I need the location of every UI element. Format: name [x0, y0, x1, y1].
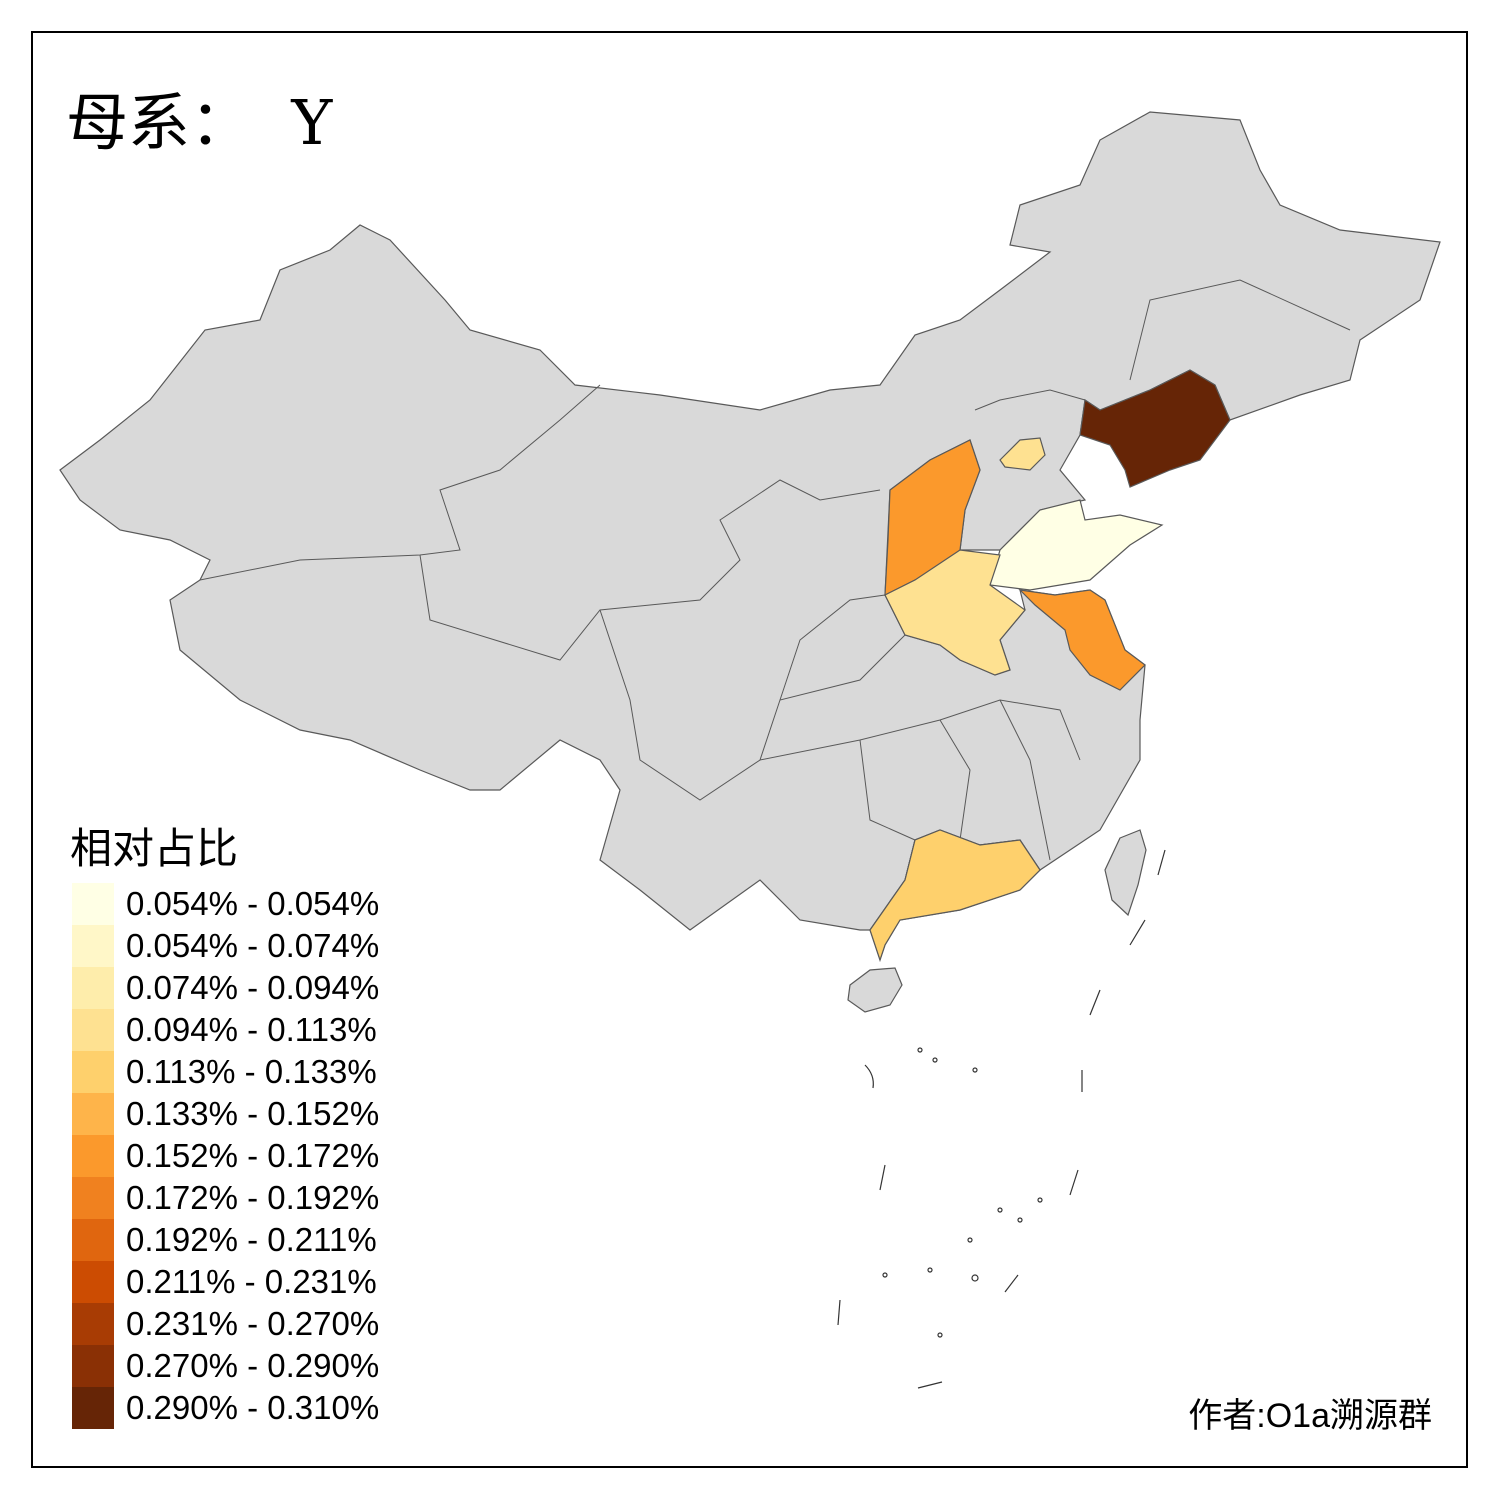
legend-item: 0.133% - 0.152%: [72, 1093, 379, 1135]
province-guangdong: [869, 829, 1041, 962]
legend-swatch: [72, 1219, 114, 1261]
legend-label: 0.094% - 0.113%: [126, 1011, 377, 1048]
legend-swatch: [72, 1345, 114, 1387]
legend-item: 0.290% - 0.310%: [72, 1387, 379, 1429]
legend-swatch: [72, 1261, 114, 1303]
legend-title: 相对占比: [70, 824, 239, 873]
legend-swatch: [72, 1177, 114, 1219]
legend-item: 0.192% - 0.211%: [72, 1219, 379, 1261]
legend-swatch: [72, 1135, 114, 1177]
legend-swatch: [72, 883, 114, 925]
legend-swatch: [72, 967, 114, 1009]
hainan-region: [847, 967, 903, 1013]
legend-label: 0.270% - 0.290%: [126, 1347, 380, 1384]
legend-swatch: [72, 1303, 114, 1345]
author-credit: 作者:O1a溯源群: [1188, 1397, 1432, 1435]
legend-item: 0.074% - 0.094%: [72, 967, 379, 1009]
legend: 0.054% - 0.054% 0.054% - 0.074% 0.074% - 0…: [72, 883, 379, 1429]
south-china-sea-islands: [837, 849, 1166, 1389]
legend-item: 0.172% - 0.192%: [72, 1177, 379, 1219]
legend-item: 0.113% - 0.133%: [72, 1051, 379, 1093]
province-liaoning: [1079, 369, 1231, 488]
legend-label: 0.074% - 0.094%: [126, 969, 380, 1006]
map-frame: [31, 31, 1468, 1468]
legend-item: 0.054% - 0.074%: [72, 925, 379, 967]
legend-label: 0.054% - 0.054%: [126, 885, 380, 922]
legend-label: 0.290% - 0.310%: [126, 1389, 380, 1426]
legend-item: 0.094% - 0.113%: [72, 1009, 379, 1051]
china-base-region: [59, 111, 1441, 931]
legend-label: 0.152% - 0.172%: [126, 1137, 380, 1174]
legend-swatch: [72, 1093, 114, 1135]
map-title: 母系： Y: [66, 86, 333, 159]
province-shandong: [989, 499, 1164, 591]
legend-label: 0.133% - 0.152%: [126, 1095, 380, 1132]
legend-label: 0.054% - 0.074%: [126, 927, 380, 964]
legend-item: 0.152% - 0.172%: [72, 1135, 379, 1177]
legend-label: 0.192% - 0.211%: [126, 1221, 377, 1258]
legend-swatch: [72, 1387, 114, 1429]
legend-label: 0.113% - 0.133%: [126, 1053, 377, 1090]
legend-label: 0.172% - 0.192%: [126, 1179, 380, 1216]
legend-label: 0.211% - 0.231%: [126, 1263, 377, 1300]
legend-item: 0.211% - 0.231%: [72, 1261, 379, 1303]
legend-swatch: [72, 1051, 114, 1093]
province-borders: [199, 279, 1351, 861]
legend-swatch: [72, 925, 114, 967]
legend-swatch: [72, 1009, 114, 1051]
province-jiangsu: [1018, 589, 1146, 691]
province-henan: [884, 549, 1026, 676]
legend-item: 0.231% - 0.270%: [72, 1303, 379, 1345]
taiwan-region: [1104, 829, 1147, 917]
province-beijing: [999, 437, 1046, 471]
legend-item: 0.270% - 0.290%: [72, 1345, 379, 1387]
legend-item: 0.054% - 0.054%: [72, 883, 379, 925]
legend-label: 0.231% - 0.270%: [126, 1305, 380, 1342]
